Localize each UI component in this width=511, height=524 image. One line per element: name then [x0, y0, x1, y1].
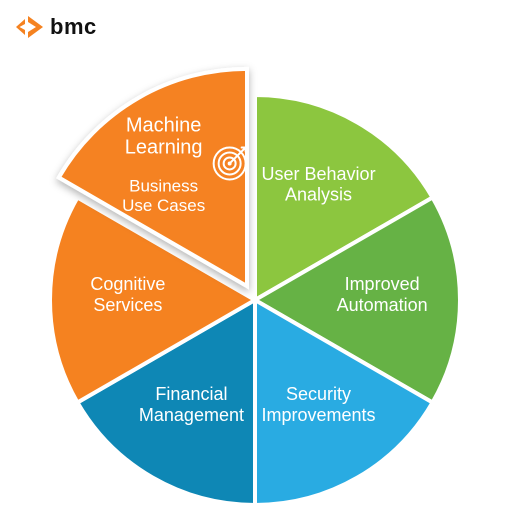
- bmc-logo: bmc: [16, 14, 97, 40]
- slice-label: CognitiveServices: [90, 274, 165, 315]
- slice-subtitle: BusinessUse Cases: [122, 176, 205, 215]
- bmc-logo-mark: [16, 16, 44, 38]
- infographic-stage: bmc User BehaviorAnalysisImprovedAutomat…: [0, 0, 511, 524]
- pie-chart: User BehaviorAnalysisImprovedAutomationS…: [0, 0, 511, 524]
- slice-label: ImprovedAutomation: [337, 274, 428, 315]
- slice-title: MachineLearning: [125, 114, 203, 158]
- target-icon: [214, 147, 246, 179]
- bmc-logo-text: bmc: [50, 14, 97, 40]
